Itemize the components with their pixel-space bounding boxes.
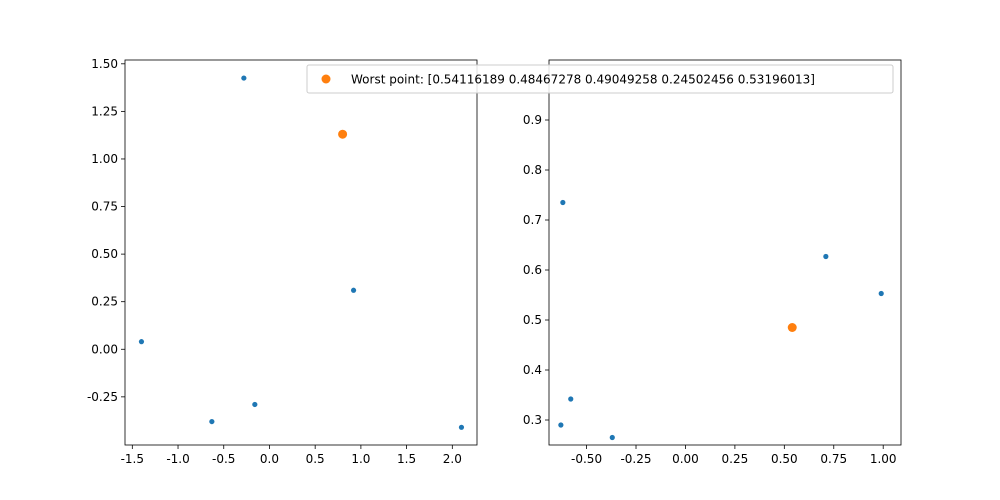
legend-frame bbox=[306, 64, 894, 94]
data-point bbox=[558, 422, 564, 428]
axes-frame bbox=[548, 59, 902, 446]
x-tick-label: -0.50 bbox=[571, 452, 602, 466]
y-tick-label: 0.5 bbox=[523, 313, 542, 327]
axes-frame bbox=[124, 59, 478, 446]
x-tick-label: -0.25 bbox=[620, 452, 651, 466]
y-tick-label: 0.50 bbox=[91, 247, 118, 261]
data-point bbox=[241, 75, 247, 81]
data-point bbox=[878, 290, 884, 297]
x-tick-label: -0.5 bbox=[212, 452, 235, 466]
x-tick-label: 1.00 bbox=[870, 452, 897, 466]
x-tick-label: 0.0 bbox=[260, 452, 279, 466]
y-tick-label: 0.25 bbox=[91, 295, 118, 309]
data-point bbox=[252, 401, 258, 408]
y-tick-label: 0.8 bbox=[523, 163, 542, 177]
data-point bbox=[458, 424, 465, 430]
data-point bbox=[350, 287, 357, 293]
y-tick-label: 0.75 bbox=[91, 200, 118, 214]
y-tick-label: 1.25 bbox=[91, 104, 118, 118]
x-tick-label: 1.0 bbox=[351, 452, 370, 466]
x-tick-label: 0.00 bbox=[672, 452, 699, 466]
data-point bbox=[609, 434, 615, 441]
data-point bbox=[823, 253, 829, 260]
data-point bbox=[560, 199, 566, 206]
y-tick-label: 0.4 bbox=[523, 363, 542, 377]
x-tick-label: 1.5 bbox=[397, 452, 416, 466]
y-tick-label: 1.00 bbox=[91, 152, 118, 166]
x-tick-label: 0.50 bbox=[771, 452, 798, 466]
x-tick-label: 0.5 bbox=[306, 452, 325, 466]
data-point bbox=[338, 129, 348, 139]
plots-layer: -1.5 -1.0 -0.5 0.0 0.5 1.0 1.5 2.0 -0.25 0.00 0.25… bbox=[87, 57, 902, 466]
x-tick-label: -1.5 bbox=[121, 452, 144, 466]
x-tick-label: 0.25 bbox=[722, 452, 749, 466]
y-tick-label: 0.00 bbox=[91, 342, 118, 356]
y-tick-label: 1.50 bbox=[91, 57, 118, 71]
data-point bbox=[568, 396, 574, 402]
x-tick-label: 2.0 bbox=[443, 452, 462, 466]
x-tick-label: -1.0 bbox=[166, 452, 189, 466]
subplot-2: -0.50 -0.25 0.00 0.25 0.50 0.75 1.00 0.3 0.4 0.5 0… bbox=[523, 59, 902, 466]
data-point bbox=[787, 323, 797, 332]
legend: Worst point: [0.54116189 0.48467278 0.49… bbox=[306, 64, 894, 94]
y-tick-label: 0.7 bbox=[523, 213, 542, 227]
y-tick-label: 0.6 bbox=[523, 263, 542, 277]
y-tick-label: -0.25 bbox=[87, 390, 118, 404]
legend-label: Worst point: [0.54116189 0.48467278 0.49… bbox=[351, 73, 815, 87]
y-tick-label: 0.9 bbox=[523, 113, 542, 127]
y-tick-label: 0.3 bbox=[523, 413, 542, 427]
subplot-1: -1.5 -1.0 -0.5 0.0 0.5 1.0 1.5 2.0 -0.25 0.00 0.25… bbox=[87, 57, 478, 466]
data-point bbox=[138, 339, 145, 345]
data-point bbox=[209, 418, 215, 425]
legend-marker bbox=[321, 74, 331, 84]
x-tick-label: 0.75 bbox=[820, 452, 847, 466]
